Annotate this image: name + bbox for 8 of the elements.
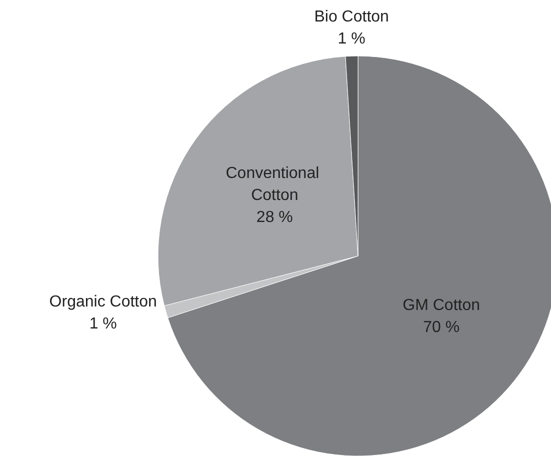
slice-label: Bio Cotton [314,8,389,26]
slice-label: GM Cotton [402,297,480,314]
data-label: 28 % [256,208,293,226]
data-label: 1 % [338,30,366,48]
slice-label: Conventional Cotton [226,164,324,204]
slice-label: Organic Cotton [49,293,157,310]
data-label: 70 % [423,319,460,336]
data-label: 1 % [89,315,117,332]
